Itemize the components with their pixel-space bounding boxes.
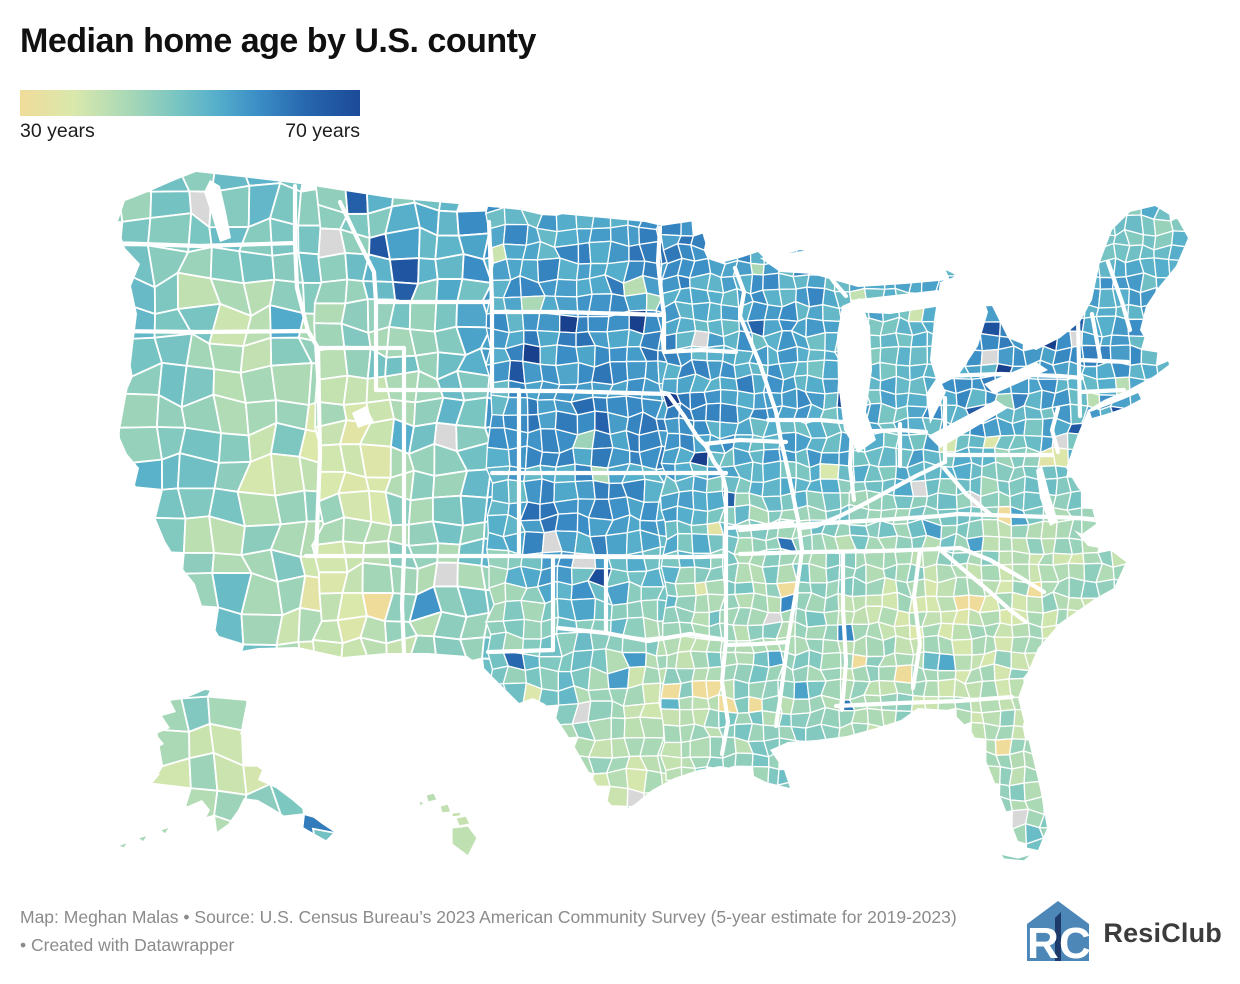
footer-credit: Map: Meghan Malas • Source: U.S. Census …: [20, 907, 957, 955]
resiclub-logo-text: ResiClub: [1103, 918, 1222, 948]
chart-title: Median home age by U.S. county: [20, 22, 536, 60]
county-mosaic: [117, 172, 1188, 850]
legend-min-label: 30 years: [20, 120, 95, 142]
legend-gradient-bar: [20, 90, 360, 116]
legend-max-label: 70 years: [285, 120, 360, 142]
water-bodies: [204, 180, 1058, 526]
islands: [116, 792, 1033, 862]
legend: 30 years 70 years: [20, 90, 360, 143]
svg-text:R: R: [1027, 919, 1059, 962]
svg-text:C: C: [1059, 919, 1091, 962]
